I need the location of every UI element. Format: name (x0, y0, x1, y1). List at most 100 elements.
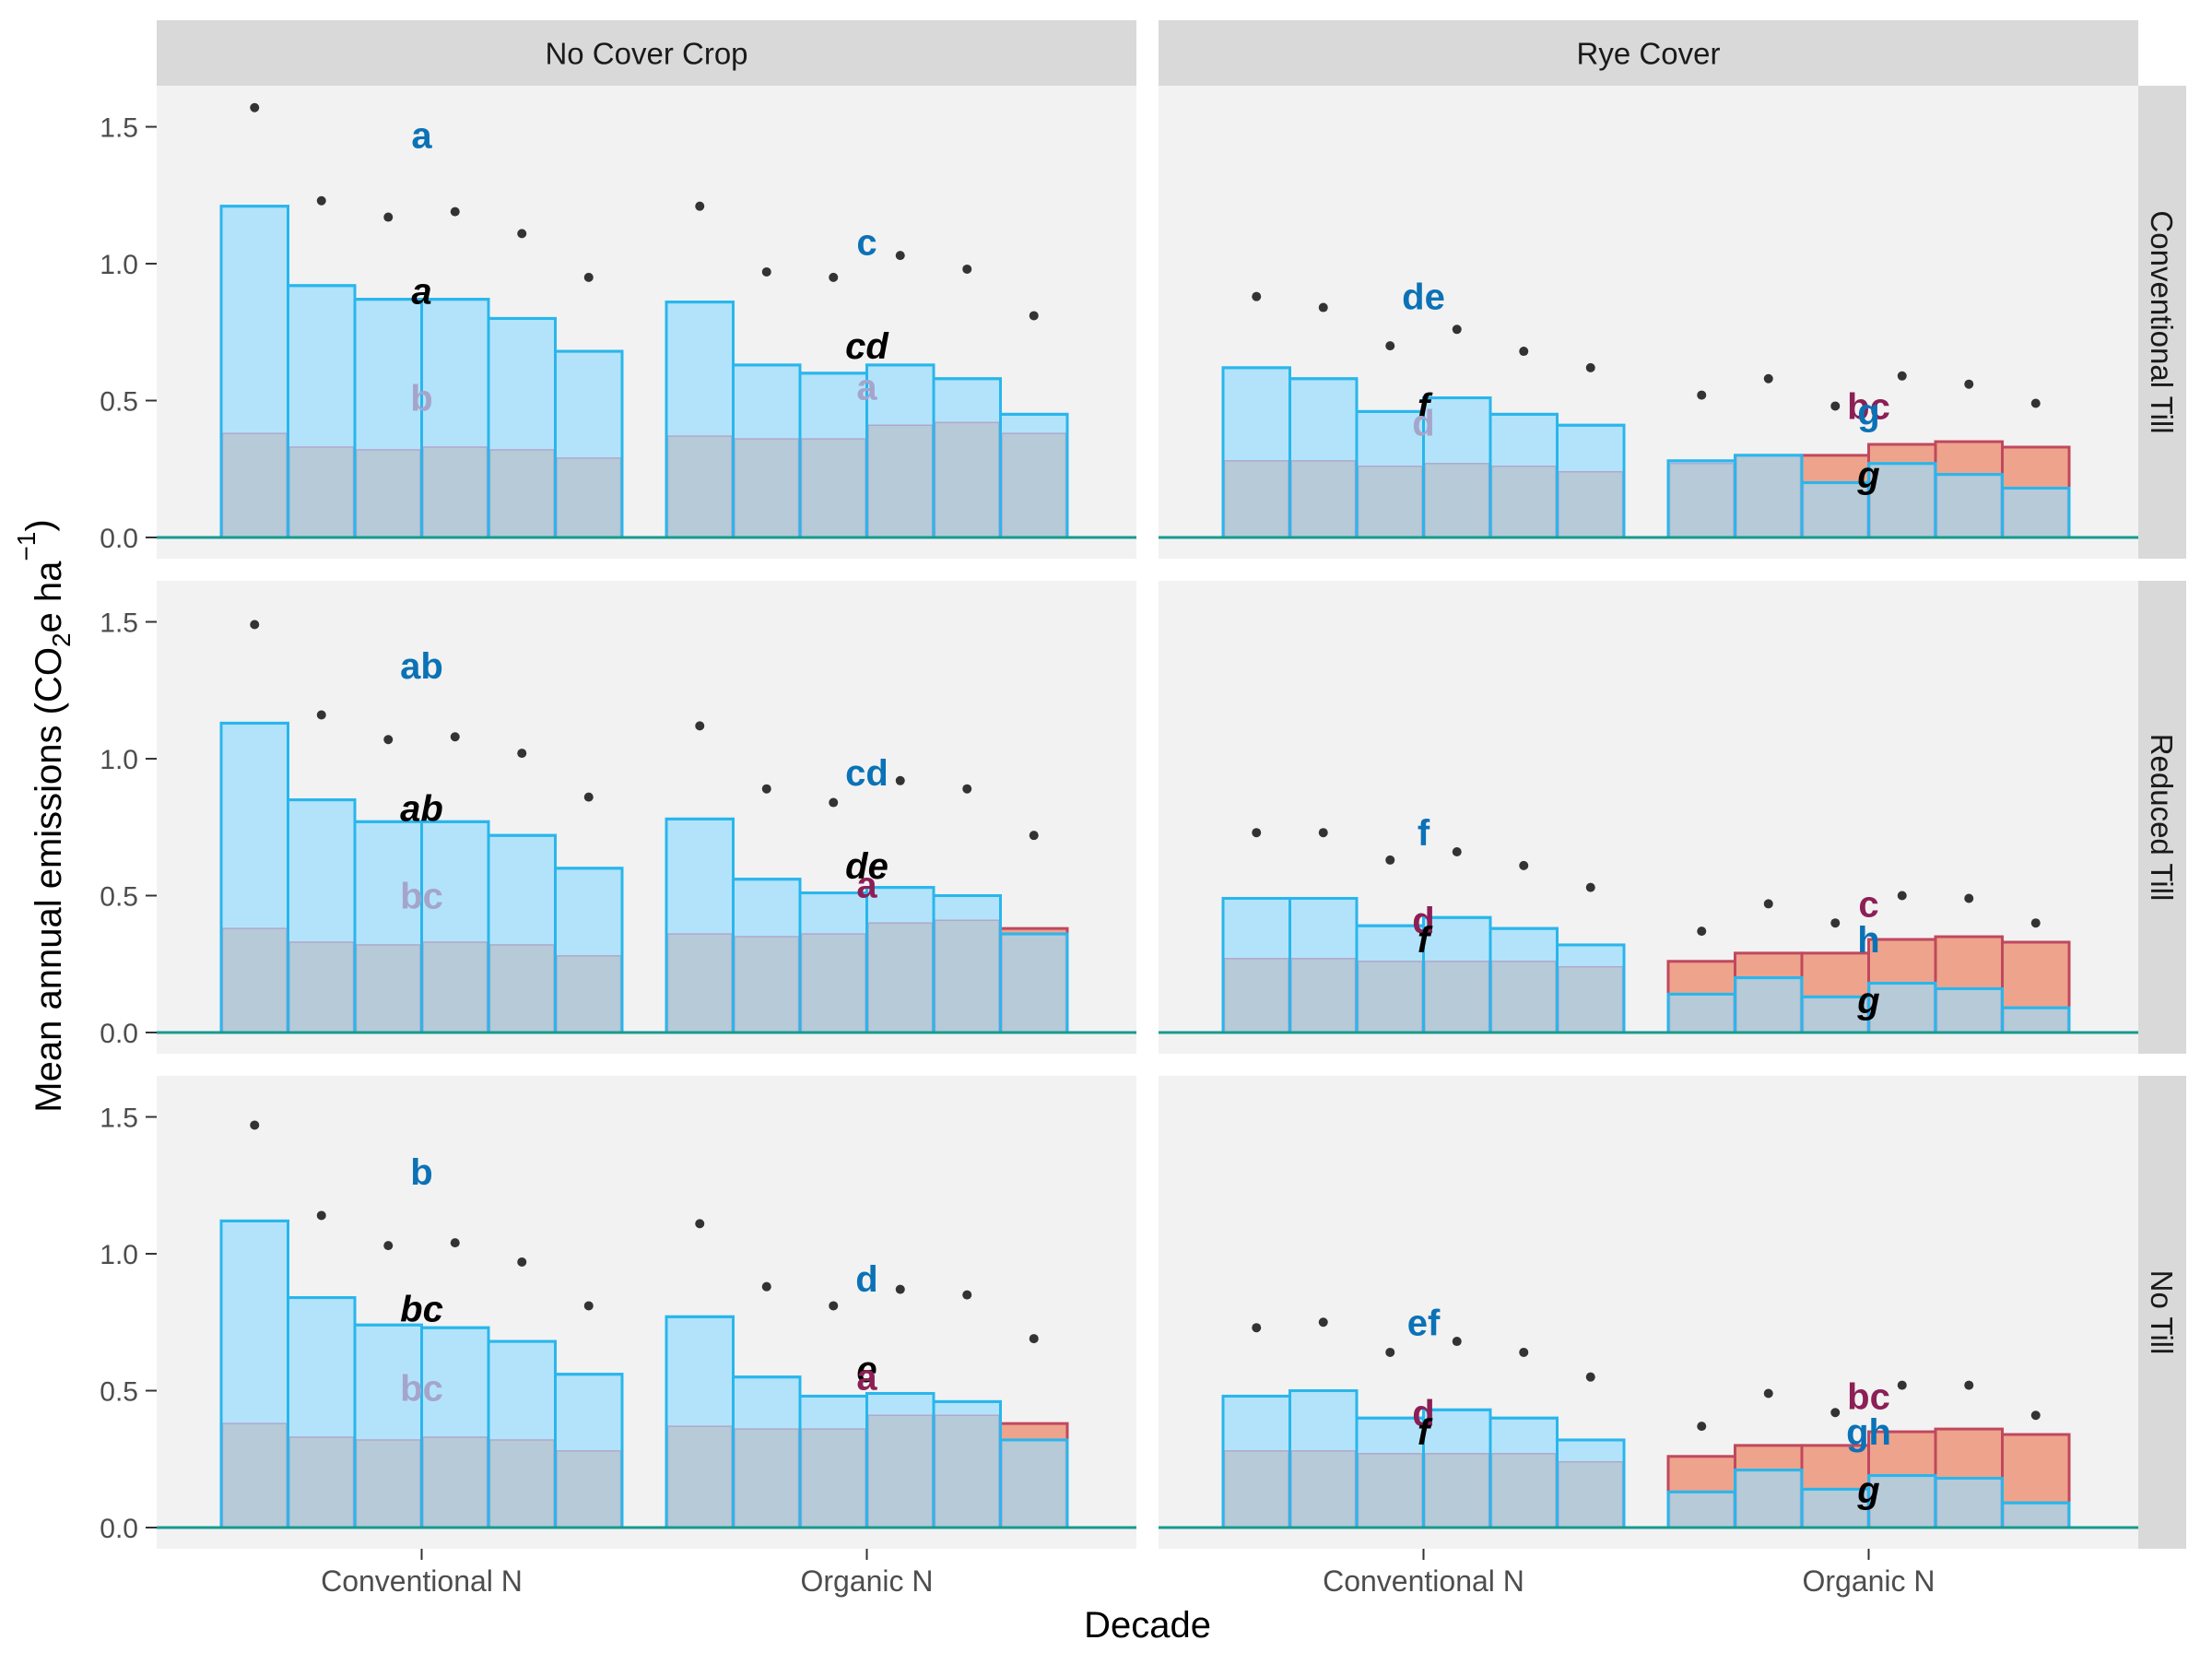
significance-letter: ef (1407, 1303, 1441, 1343)
data-point (2030, 398, 2041, 408)
data-point (250, 1120, 260, 1130)
bar-grey (288, 1436, 355, 1528)
bar-grey (221, 432, 288, 538)
bar-grey (1735, 1469, 1802, 1528)
data-point (1763, 1388, 1773, 1398)
significance-letter: a (411, 115, 432, 156)
x-tick-label: Organic N (800, 1564, 933, 1598)
data-point (962, 784, 972, 794)
data-point (250, 620, 260, 630)
data-point (383, 735, 394, 745)
bar-grey (1490, 961, 1557, 1033)
y-tick-label: 0.5 (100, 882, 138, 913)
y-axis-title-part: 2 (47, 632, 76, 647)
significance-letter: f (1418, 920, 1433, 961)
significance-letter: a (856, 866, 877, 906)
data-point (517, 229, 527, 239)
data-point (583, 792, 594, 802)
data-point (695, 201, 705, 211)
bar-grey (1424, 961, 1490, 1033)
row-strip-label: Conventional Till (2145, 210, 2179, 433)
data-point (1029, 831, 1039, 841)
y-tick-label: 0.0 (100, 1019, 138, 1049)
bar-grey (800, 438, 866, 538)
bar-grey (734, 936, 800, 1033)
data-point (316, 1210, 326, 1221)
y-axis-title-part: −1 (12, 532, 41, 561)
row-strip (2138, 581, 2186, 1054)
column-strip (1159, 20, 2138, 86)
bar-grey (1290, 1450, 1357, 1528)
y-tick-label: 0.5 (100, 387, 138, 418)
significance-letter: c (856, 222, 877, 263)
bar-grey (556, 955, 622, 1033)
x-tick-label: Conventional N (1323, 1564, 1524, 1598)
bar-grey (666, 933, 733, 1033)
column-strip (157, 20, 1136, 86)
bar-grey (1357, 961, 1423, 1033)
data-point (895, 1284, 905, 1294)
bar-grey (1001, 1439, 1067, 1528)
bar-grey (1223, 1450, 1289, 1528)
data-point (1697, 390, 1707, 400)
bar-grey (422, 941, 488, 1033)
bar-grey (867, 922, 934, 1033)
bar-grey (800, 1428, 866, 1528)
bar-grey (355, 944, 421, 1033)
data-point (517, 1257, 527, 1267)
bar-grey (1223, 958, 1289, 1033)
data-point (761, 784, 771, 794)
data-point (1519, 347, 1529, 357)
data-point (1252, 291, 1262, 301)
bar-grey (666, 435, 733, 538)
bar-grey (221, 927, 288, 1033)
data-point (250, 102, 260, 112)
significance-letter: d (1412, 1393, 1434, 1434)
data-point (2030, 918, 2041, 928)
significance-letter: b (410, 379, 432, 419)
bar-grey (556, 1450, 622, 1528)
data-point (829, 272, 839, 282)
data-point (1697, 926, 1707, 937)
significance-letter: bc (400, 1289, 443, 1329)
data-point (895, 251, 905, 261)
data-point (1763, 373, 1773, 384)
bar-grey (734, 438, 800, 538)
data-point (1252, 1323, 1262, 1333)
bar-grey (1558, 965, 1624, 1033)
significance-letter: bc (1847, 1376, 1890, 1417)
significance-letter: f (1418, 1412, 1433, 1453)
bar-grey (934, 919, 1000, 1033)
significance-letter: h (1857, 920, 1879, 961)
bar-grey (1936, 473, 2002, 538)
bar-grey (488, 1439, 555, 1528)
bar-grey (1802, 481, 1868, 538)
significance-letter: bc (400, 1369, 443, 1410)
data-point (1252, 828, 1262, 838)
bar-grey (2003, 1502, 2069, 1528)
bar-grey (1668, 993, 1735, 1033)
bar-grey (1357, 1453, 1423, 1528)
y-tick-label: 1.5 (100, 608, 138, 639)
bar-grey (1668, 1491, 1735, 1528)
bar-grey (800, 933, 866, 1033)
data-point (1452, 1337, 1462, 1347)
significance-letter: c (1858, 884, 1878, 925)
bar-grey (355, 1439, 421, 1528)
bar-grey (422, 446, 488, 538)
bar-grey (1424, 1453, 1490, 1528)
significance-letter: de (1402, 277, 1445, 318)
bar-grey (1424, 463, 1490, 538)
data-point (1897, 371, 1907, 381)
bar-grey (867, 424, 934, 538)
data-point (1830, 1408, 1841, 1418)
row-strip-label: Reduced Till (2145, 734, 2179, 902)
data-point (1585, 1372, 1595, 1382)
data-point (761, 266, 771, 277)
data-point (1585, 882, 1595, 892)
bar-grey (1490, 1453, 1557, 1528)
bar-grey (1001, 432, 1067, 538)
significance-letter: bc (1847, 386, 1890, 427)
